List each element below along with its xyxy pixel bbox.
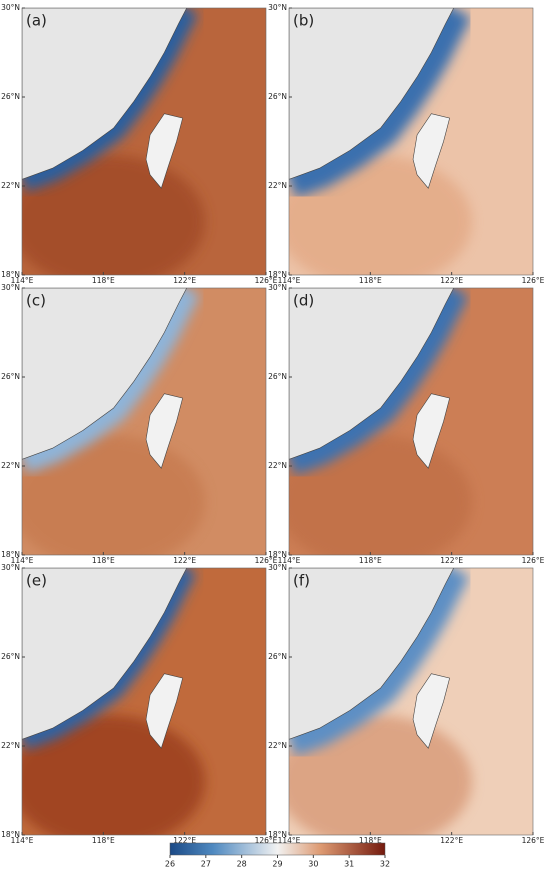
colorbar-label: 28 xyxy=(237,860,247,869)
panel-label: (a) xyxy=(26,12,47,30)
lon-label: 122°E xyxy=(440,276,463,285)
panel-frame xyxy=(21,7,267,276)
lat-label: 22°N xyxy=(268,461,287,470)
panel-label: (f) xyxy=(293,572,310,590)
lon-label: 114°E xyxy=(11,276,34,285)
lat-label: 30°N xyxy=(268,283,287,292)
panel-frame xyxy=(288,7,534,276)
map-content xyxy=(289,568,533,835)
lon-label: 118°E xyxy=(92,556,115,565)
lat-label: 22°N xyxy=(1,181,20,190)
colorbar-label: 29 xyxy=(272,860,282,869)
colorbar xyxy=(169,842,386,856)
panel-frame xyxy=(21,287,267,556)
map-content xyxy=(289,288,533,555)
colorbar-label: 26 xyxy=(165,860,175,869)
lat-label: 22°N xyxy=(1,461,20,470)
colorbar-label: 32 xyxy=(380,860,390,869)
lon-label: 114°E xyxy=(278,556,301,565)
lat-label: 18°N xyxy=(268,550,287,559)
lat-label: 30°N xyxy=(1,563,20,572)
lon-label: 114°E xyxy=(278,836,301,845)
panel-frame xyxy=(21,567,267,836)
lon-label: 118°E xyxy=(359,836,382,845)
lon-label: 114°E xyxy=(11,556,34,565)
lat-label: 30°N xyxy=(1,3,20,12)
panel-label: (c) xyxy=(26,292,46,310)
lon-label: 126°E xyxy=(255,276,278,285)
lat-label: 18°N xyxy=(268,830,287,839)
lat-label: 30°N xyxy=(268,563,287,572)
lat-label: 18°N xyxy=(1,550,20,559)
map-content xyxy=(22,568,266,835)
lat-label: 26°N xyxy=(1,372,20,381)
lon-label: 122°E xyxy=(440,556,463,565)
land xyxy=(289,288,455,460)
lon-label: 118°E xyxy=(92,276,115,285)
land xyxy=(289,8,455,180)
lat-label: 26°N xyxy=(268,372,287,381)
lat-label: 22°N xyxy=(268,181,287,190)
colorbar-label: 30 xyxy=(308,860,318,869)
panel-label: (e) xyxy=(26,572,47,590)
lon-label: 114°E xyxy=(11,836,34,845)
lon-label: 126°E xyxy=(522,836,545,845)
lat-label: 30°N xyxy=(1,283,20,292)
map-content xyxy=(289,8,533,275)
lat-label: 18°N xyxy=(268,270,287,279)
lon-label: 122°E xyxy=(173,556,196,565)
land xyxy=(22,568,188,740)
taiwan xyxy=(145,673,184,749)
taiwan xyxy=(412,673,451,749)
lat-label: 26°N xyxy=(1,652,20,661)
lat-label: 30°N xyxy=(268,3,287,12)
taiwan xyxy=(412,393,451,469)
lat-label: 26°N xyxy=(1,92,20,101)
land xyxy=(22,288,188,460)
lat-label: 22°N xyxy=(268,741,287,750)
panel-label: (b) xyxy=(293,12,314,30)
lat-label: 26°N xyxy=(268,92,287,101)
lon-label: 122°E xyxy=(440,836,463,845)
taiwan xyxy=(145,113,184,189)
lon-label: 126°E xyxy=(255,836,278,845)
taiwan xyxy=(412,113,451,189)
lon-label: 126°E xyxy=(522,276,545,285)
panel-frame xyxy=(288,567,534,836)
colorbar-label: 31 xyxy=(344,860,354,869)
lon-label: 118°E xyxy=(359,276,382,285)
lon-label: 126°E xyxy=(255,556,278,565)
taiwan xyxy=(145,393,184,469)
panel-frame xyxy=(288,287,534,556)
lon-label: 122°E xyxy=(173,836,196,845)
lat-label: 18°N xyxy=(1,270,20,279)
map-content xyxy=(22,288,266,555)
land xyxy=(22,8,188,180)
lat-label: 18°N xyxy=(1,830,20,839)
lon-label: 126°E xyxy=(522,556,545,565)
panel-label: (d) xyxy=(293,292,314,310)
lat-label: 26°N xyxy=(268,652,287,661)
lon-label: 118°E xyxy=(92,836,115,845)
lon-label: 122°E xyxy=(173,276,196,285)
lon-label: 114°E xyxy=(278,276,301,285)
lat-label: 22°N xyxy=(1,741,20,750)
colorbar-label: 27 xyxy=(201,860,211,869)
lon-label: 118°E xyxy=(359,556,382,565)
map-content xyxy=(22,8,266,275)
land xyxy=(289,568,455,740)
